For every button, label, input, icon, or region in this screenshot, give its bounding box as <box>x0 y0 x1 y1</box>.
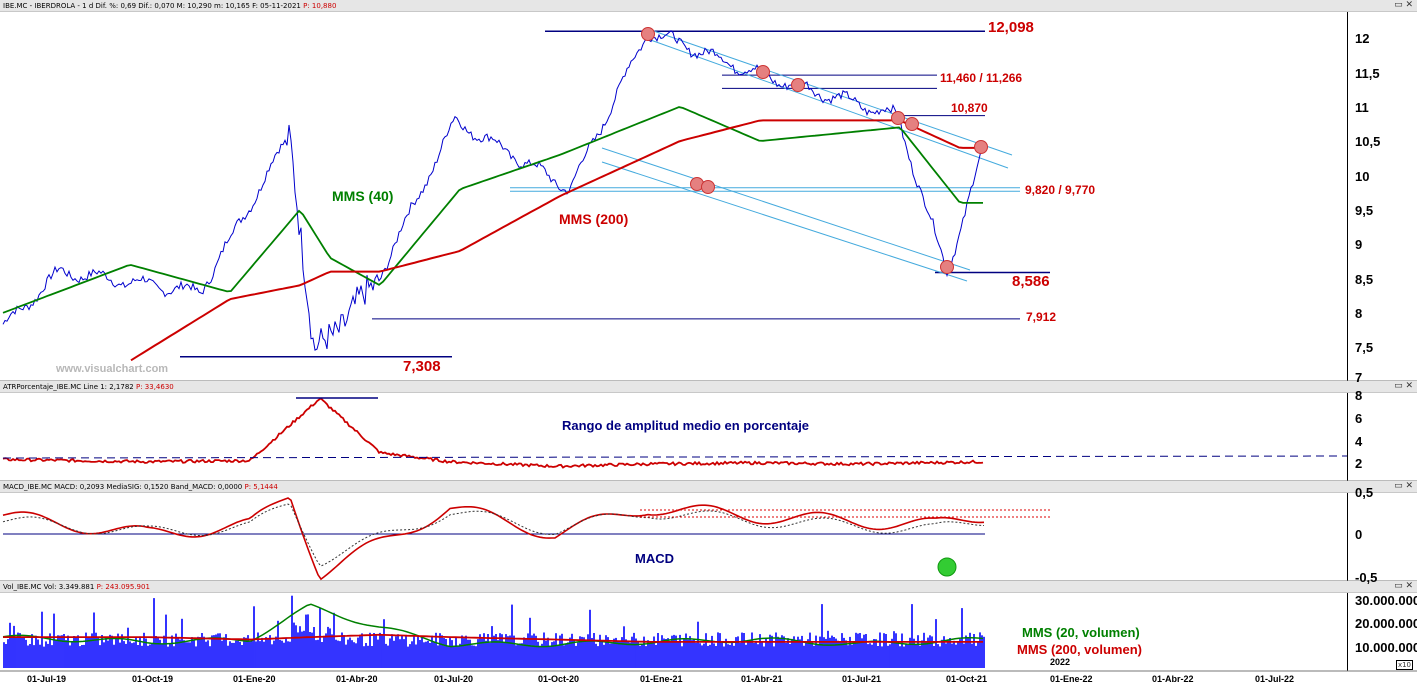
x-label: 01-Abr-20 <box>336 674 378 684</box>
price-tick: 7,5 <box>1355 340 1374 355</box>
mms200-label: MMS (200) <box>559 211 629 227</box>
pivot-marker <box>756 65 770 79</box>
atr-line <box>2 397 984 469</box>
price-header-p: P: 10,880 <box>303 2 337 10</box>
vol-mms200-line <box>3 633 983 643</box>
price-tick: 12 <box>1355 31 1370 46</box>
atr-average-line <box>2 455 1348 459</box>
mms40-label: MMS (40) <box>332 188 394 204</box>
pivot-marker <box>701 180 715 194</box>
x-label: 01-Oct-20 <box>538 674 580 684</box>
level-label-12098: 12,098 <box>988 19 1034 36</box>
macd-tick: 0,5 <box>1355 485 1374 500</box>
atr-axis[interactable] <box>1347 381 1417 481</box>
pivot-marker <box>974 140 988 154</box>
x-label: 01-Jul-20 <box>434 674 474 684</box>
price-tick: 9,5 <box>1355 203 1374 218</box>
watermark: www.visualchart.com <box>56 363 169 375</box>
channel-line <box>601 147 971 271</box>
vol-mms200-label: MMS (200, volumen) <box>1017 642 1142 657</box>
x-label: 01-Abr-22 <box>1152 674 1194 684</box>
x-label: 01-Ene-21 <box>640 674 683 684</box>
vol-mms20-line <box>2 603 984 648</box>
mms40-line <box>2 106 983 314</box>
price-header: IBE.MC - IBERDROLA - 1 d Dif. %: 0,69 Di… <box>0 0 1417 12</box>
price-tick: 10 <box>1355 169 1370 184</box>
volume-tick: 20.000.000 <box>1355 616 1417 631</box>
price-window-controls[interactable]: ▭ ✕ <box>1394 0 1413 10</box>
level-label-7912: 7,912 <box>1026 310 1057 324</box>
price-tick: 10,5 <box>1355 134 1381 149</box>
price-tick: 8,5 <box>1355 272 1374 287</box>
atr-tick: 8 <box>1355 388 1363 403</box>
pivot-marker <box>940 260 954 274</box>
volume-header-text: Vol_IBE.MC Vol: 3.349.881 <box>3 583 95 591</box>
macd-header: MACD_IBE.MC MACD: 0,2093 MediaSIG: 0,152… <box>0 481 1417 493</box>
axis-scale-box[interactable]: x10 <box>1395 660 1413 670</box>
macd-tick: 0 <box>1355 527 1363 542</box>
price-tick: 7 <box>1355 370 1363 385</box>
atr-tick: 2 <box>1355 456 1363 471</box>
x-label: 01-Ene-22 <box>1050 674 1093 684</box>
volume-window-controls[interactable]: ▭ ✕ <box>1394 581 1413 591</box>
atr-title: Rango de amplitud medio en porcentaje <box>562 418 810 433</box>
level-label-10870: 10,870 <box>951 101 988 115</box>
price-tick: 8 <box>1355 306 1363 321</box>
x-label: 01-Oct-21 <box>946 674 988 684</box>
x-label: 01-Oct-19 <box>132 674 174 684</box>
price-panel[interactable] <box>0 0 1347 381</box>
year-marker: 2022 <box>1050 657 1071 667</box>
price-header-text: IBE.MC - IBERDROLA - 1 d Dif. %: 0,69 Di… <box>3 2 301 10</box>
atr-header: ATRPorcentaje_IBE.MC Line 1: 2,1782 P: 3… <box>0 381 1417 393</box>
macd-title: MACD <box>635 551 674 566</box>
atr-tick: 4 <box>1355 434 1363 449</box>
x-label: 01-Jul-19 <box>27 674 67 684</box>
macd-window-controls[interactable]: ▭ ✕ <box>1394 481 1413 491</box>
x-label: 01-Jul-21 <box>842 674 882 684</box>
atr-header-text: ATRPorcentaje_IBE.MC Line 1: 2,1782 <box>3 383 134 391</box>
x-label: 01-Abr-21 <box>741 674 783 684</box>
price-axis[interactable] <box>1347 12 1417 381</box>
pivot-marker <box>905 117 919 131</box>
volume-header: Vol_IBE.MC Vol: 3.349.881 P: 243.095.901 <box>0 581 1417 593</box>
level-label-11460: 11,460 / 11,266 <box>940 71 1023 85</box>
channel-line <box>601 161 968 282</box>
volume-tick: 10.000.000 <box>1355 640 1417 655</box>
volume-axis[interactable] <box>1347 581 1417 671</box>
pivot-marker <box>641 27 655 41</box>
atr-tick: 6 <box>1355 411 1363 426</box>
pivot-marker <box>891 111 905 125</box>
price-tick: 11 <box>1355 100 1369 115</box>
vol-mms20-label: MMS (20, volumen) <box>1022 625 1140 640</box>
x-label: 01-Ene-20 <box>233 674 276 684</box>
atr-header-p: P: 33,4630 <box>136 383 174 391</box>
channel-line <box>644 37 1009 169</box>
x-label: 01-Jul-22 <box>1255 674 1295 684</box>
macd-low-marker <box>937 557 957 577</box>
level-label-7308: 7,308 <box>403 358 441 375</box>
pivot-marker <box>791 78 805 92</box>
macd-panel[interactable] <box>0 481 1347 581</box>
level-label-9820: 9,820 / 9,770 <box>1025 183 1096 197</box>
volume-header-p: P: 243.095.901 <box>96 583 150 591</box>
mms200-line <box>130 119 983 362</box>
volume-tick: 30.000.000 <box>1355 593 1417 608</box>
macd-header-p: P: 5,1444 <box>244 483 278 491</box>
price-tick: 11,5 <box>1355 66 1380 81</box>
macd-tick: -0,5 <box>1355 570 1378 585</box>
macd-header-text: MACD_IBE.MC MACD: 0,2093 MediaSIG: 0,152… <box>3 483 243 491</box>
price-tick: 9 <box>1355 237 1363 252</box>
level-label-8586: 8,586 <box>1012 273 1050 290</box>
macd-signal-line <box>2 503 985 567</box>
macd-axis[interactable] <box>1347 481 1417 581</box>
atr-window-controls[interactable]: ▭ ✕ <box>1394 381 1413 391</box>
price-line <box>2 30 984 351</box>
